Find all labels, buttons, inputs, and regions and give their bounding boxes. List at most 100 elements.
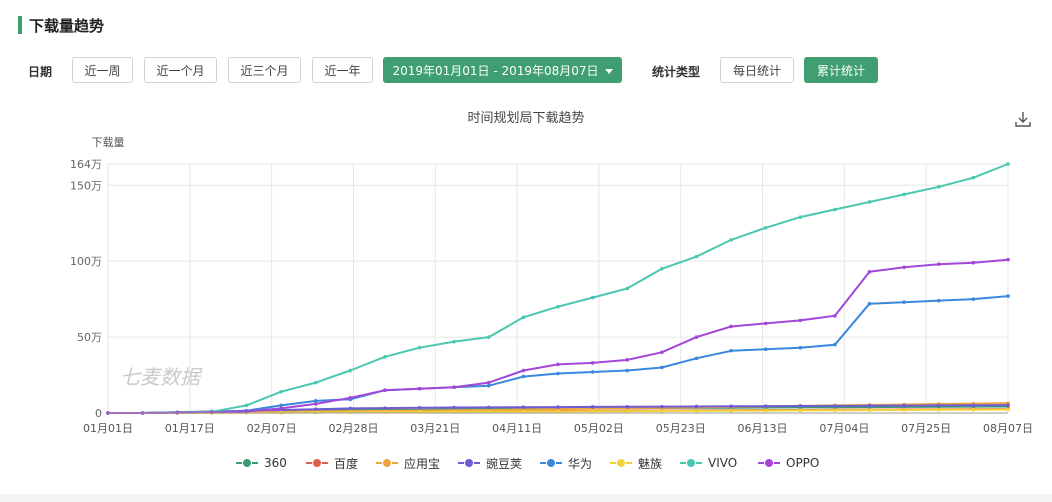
legend-label: 魅族 xyxy=(638,456,663,471)
data-point-魅族 xyxy=(590,409,595,414)
data-point-OPPO xyxy=(971,260,976,265)
data-point-华为 xyxy=(902,300,906,304)
legend-swatch xyxy=(458,457,480,469)
data-point-魅族 xyxy=(348,410,353,415)
range-year-button[interactable]: 近一年 xyxy=(312,57,373,83)
y-tick-label: 164万 xyxy=(70,158,102,171)
data-point-魅族 xyxy=(625,409,630,413)
accent-bar xyxy=(18,16,22,34)
legend-swatch xyxy=(610,457,632,469)
range-three-months-button[interactable]: 近三个月 xyxy=(228,57,301,83)
x-tick-label: 07月04日 xyxy=(819,422,869,435)
data-point-豌豆荚 xyxy=(417,406,422,410)
legend-item-百度[interactable]: 百度 xyxy=(306,454,358,472)
data-point-VIVO xyxy=(590,295,595,300)
caret-down-icon xyxy=(604,69,613,74)
data-point-华为 xyxy=(867,301,872,306)
data-point-VIVO xyxy=(660,266,664,271)
data-point-豌豆荚 xyxy=(833,404,837,408)
data-point-华为 xyxy=(313,399,318,403)
data-point-OPPO xyxy=(348,396,353,400)
y-tick-label: 50万 xyxy=(77,331,102,344)
data-point-豌豆荚 xyxy=(936,403,941,408)
x-tick-label: 08月07日 xyxy=(983,422,1033,435)
data-point-OPPO xyxy=(417,386,422,391)
legend-label: VIVO xyxy=(708,456,738,470)
data-point-OPPO xyxy=(521,368,526,373)
data-point-华为 xyxy=(729,348,733,353)
legend-label: 华为 xyxy=(568,456,593,471)
date-label: 日期 xyxy=(28,65,53,79)
stat-type-label: 统计类型 xyxy=(652,65,701,79)
data-point-VIVO xyxy=(521,315,526,320)
x-tick-label: 04月11日 xyxy=(492,422,542,435)
data-point-OPPO xyxy=(279,406,283,411)
data-point-OPPO xyxy=(936,262,941,267)
data-point-豌豆荚 xyxy=(348,406,353,411)
date-range-picker[interactable]: 2019年01月01日 - 2019年08月07日 xyxy=(383,57,622,83)
series-line-华为 xyxy=(108,295,1009,414)
data-point-豌豆荚 xyxy=(867,403,872,408)
series-line-OPPO xyxy=(108,258,1009,414)
data-point-华为 xyxy=(486,383,491,388)
legend-item-OPPO[interactable]: OPPO xyxy=(758,454,819,472)
x-tick-label: 02月28日 xyxy=(328,422,378,435)
data-point-华为 xyxy=(521,374,526,379)
data-point-OPPO xyxy=(660,350,664,355)
data-point-豌豆荚 xyxy=(486,405,491,410)
data-point-VIVO xyxy=(417,345,422,350)
data-point-VIVO xyxy=(729,238,733,242)
data-point-魅族 xyxy=(660,409,664,413)
chart-legend: 360 百度 应用宝 豌豆荚 华为 魅族 VIVO OPPO xyxy=(0,454,1052,472)
range-month-button[interactable]: 近一个月 xyxy=(144,57,217,83)
legend-swatch xyxy=(236,457,258,469)
cumulative-stats-button[interactable]: 累计统计 xyxy=(804,57,878,83)
data-point-VIVO xyxy=(763,225,768,230)
data-point-魅族 xyxy=(936,408,941,412)
x-tick-label: 01月01日 xyxy=(83,422,133,435)
data-point-魅族 xyxy=(1006,407,1010,412)
data-point-豌豆荚 xyxy=(556,405,560,409)
legend-item-华为[interactable]: 华为 xyxy=(540,454,592,472)
date-range-text: 2019年01月01日 - 2019年08月07日 xyxy=(392,64,599,78)
legend-item-魅族[interactable]: 魅族 xyxy=(610,454,662,472)
data-point-VIVO xyxy=(313,380,318,385)
axis-layer: 0 50万 100万 150万 164万 01月01日 01月17日 02月07日 02月28日… xyxy=(70,136,1033,435)
data-point-豌豆荚 xyxy=(625,404,630,409)
range-week-button[interactable]: 近一周 xyxy=(72,57,133,83)
data-point-OPPO xyxy=(798,318,803,323)
data-point-华为 xyxy=(971,297,976,301)
series-line-VIVO xyxy=(108,163,1009,414)
bottom-strip xyxy=(0,494,1052,502)
download-icon[interactable] xyxy=(1014,110,1032,128)
y-tick-label: 100万 xyxy=(70,255,102,268)
data-point-华为 xyxy=(936,298,941,303)
data-point-豌豆荚 xyxy=(383,406,387,410)
legend-label: 百度 xyxy=(334,456,359,471)
data-point-豌豆荚 xyxy=(902,403,906,408)
data-point-OPPO xyxy=(625,358,630,362)
data-point-华为 xyxy=(279,403,283,408)
data-point-魅族 xyxy=(971,407,976,412)
data-point-VIVO xyxy=(971,175,976,180)
chart-title: 时间规划局下载趋势 xyxy=(467,111,585,126)
legend-item-360[interactable]: 360 xyxy=(236,454,287,472)
data-point-VIVO xyxy=(486,335,491,339)
x-tick-label: 02月07日 xyxy=(247,422,297,435)
x-tick-label: 03月21日 xyxy=(410,422,460,435)
legend-item-豌豆荚[interactable]: 豌豆荚 xyxy=(458,454,522,472)
data-point-魅族 xyxy=(867,408,872,412)
data-point-VIVO xyxy=(244,403,249,408)
legend-item-应用宝[interactable]: 应用宝 xyxy=(376,454,440,472)
data-point-魅族 xyxy=(383,410,387,415)
data-point-华为 xyxy=(556,371,560,376)
x-tick-label: 06月13日 xyxy=(738,422,788,435)
data-point-华为 xyxy=(694,356,699,361)
data-point-OPPO xyxy=(452,385,456,389)
legend-item-VIVO[interactable]: VIVO xyxy=(680,454,737,472)
daily-stats-button[interactable]: 每日统计 xyxy=(720,57,794,83)
data-point-魅族 xyxy=(694,409,699,413)
legend-swatch xyxy=(758,457,780,469)
data-point-魅族 xyxy=(556,409,560,414)
data-point-魅族 xyxy=(833,408,837,413)
